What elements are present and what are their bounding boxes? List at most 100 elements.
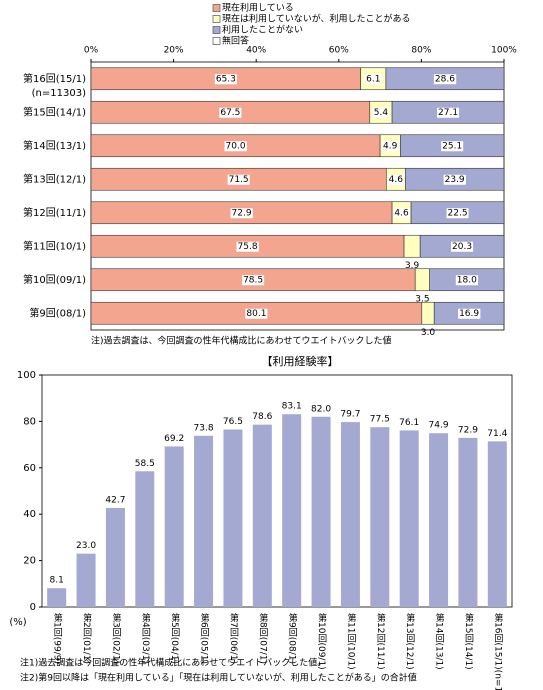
value-label: 82.0 — [311, 404, 331, 414]
legend-swatch — [212, 26, 221, 34]
y-tick-label: 第10回(09/1) — [23, 273, 86, 286]
bar — [252, 424, 272, 607]
value-label: 5.4 — [374, 108, 389, 118]
legend-label: 無回答 — [222, 35, 249, 47]
x-tick-label: 第7回(06/1) — [228, 612, 239, 664]
bar-segment — [421, 301, 435, 325]
label-bg — [219, 107, 242, 118]
label-bg — [230, 208, 253, 219]
note: 注)過去調査は、今回調査の性年代構成比にあわせてウエイトバックした値 — [91, 335, 392, 347]
bar — [76, 553, 96, 607]
y-tick-label: 80 — [23, 416, 36, 427]
value-label: 23.9 — [445, 175, 465, 185]
value-label: 70.0 — [226, 141, 246, 151]
value-label: 27.1 — [438, 108, 458, 118]
y-tick-label: 第13回(12/1) — [23, 172, 86, 185]
x-tick-label: 第13回(12/1) — [404, 612, 415, 670]
value-label: 65.3 — [216, 74, 236, 84]
label-bg — [443, 174, 466, 185]
y-tick-label: 第11回(10/1) — [23, 239, 86, 252]
x-tick-label: 第8回(07/1) — [257, 612, 268, 664]
bar-segment — [403, 234, 421, 258]
legend-label: 現在は利用していないが、利用したことがある — [222, 13, 411, 25]
bar — [223, 429, 243, 607]
y-tick-label: 第15回(14/1) — [23, 105, 86, 118]
value-label: 8.1 — [50, 576, 64, 586]
bar — [105, 507, 125, 607]
bar — [282, 414, 302, 607]
plot-frame — [90, 61, 505, 331]
bar — [135, 471, 155, 607]
label-bg — [382, 141, 399, 152]
legend-label: 利用したことがない — [222, 24, 303, 36]
x-tick-label: 第1回(99/9) — [52, 612, 63, 664]
value-label: 72.9 — [232, 208, 252, 218]
value-label: 58.5 — [135, 459, 155, 469]
label-bg — [372, 107, 390, 118]
value-label: 3.5 — [415, 294, 429, 304]
y-tick-label: 0 — [30, 602, 36, 613]
value-label: 18.0 — [457, 275, 477, 285]
value-label: 71.4 — [487, 429, 507, 439]
y-tick-label: 40 — [23, 509, 36, 520]
bar — [47, 588, 67, 607]
bar — [487, 441, 507, 607]
x-tick-label: 第10回(09/1) — [316, 612, 327, 670]
plot-frame — [41, 374, 513, 608]
bar-segment — [414, 268, 430, 292]
value-label: 4.6 — [394, 208, 409, 218]
legend-label: 現在利用している — [222, 2, 294, 14]
label-bg — [451, 241, 474, 252]
x-tick-label: 100% — [491, 46, 517, 56]
value-label: 42.7 — [105, 495, 125, 505]
label-bg — [245, 308, 268, 319]
value-label: 3.0 — [421, 328, 436, 338]
value-label: 76.1 — [399, 418, 419, 428]
value-label: 3.9 — [405, 261, 420, 271]
x-tick-label: 第16回(15/1)(n=11303) — [492, 612, 503, 690]
value-label: 75.8 — [238, 242, 258, 252]
value-label: 77.5 — [370, 415, 390, 425]
legend-swatch — [212, 15, 221, 23]
x-tick-label: 第15回(14/1) — [463, 612, 474, 670]
value-label: 80.1 — [246, 309, 266, 319]
value-label: 16.9 — [459, 309, 479, 319]
value-label: 4.6 — [389, 175, 404, 185]
label-bg — [236, 241, 259, 252]
label-bg — [441, 141, 464, 152]
value-label: 28.6 — [435, 74, 455, 84]
value-label: 6.1 — [366, 74, 380, 84]
value-label: 76.5 — [223, 417, 243, 427]
value-label: 72.9 — [458, 425, 478, 435]
bar — [164, 446, 184, 607]
bar — [429, 433, 449, 607]
value-label: 22.5 — [448, 208, 468, 218]
y-axis-label: (%) — [9, 617, 26, 628]
value-label: 78.6 — [252, 412, 272, 422]
note: 注2)第9回以降は「現在利用している」「現在は利用していないが、利用したことがあ… — [20, 672, 417, 684]
bar — [399, 430, 419, 607]
label-bg — [446, 208, 469, 219]
x-tick-label: 80% — [411, 46, 431, 56]
bar — [370, 427, 390, 607]
legend-swatch — [212, 37, 221, 45]
value-label: 71.5 — [229, 175, 249, 185]
x-tick-label: 0% — [84, 46, 99, 56]
label-bg — [458, 308, 481, 319]
x-tick-label: 60% — [329, 46, 349, 56]
label-bg — [387, 174, 405, 185]
value-label: 20.3 — [452, 242, 472, 252]
bar — [458, 437, 478, 607]
label-bg — [224, 141, 247, 152]
label-bg — [227, 174, 250, 185]
value-label: 83.1 — [282, 402, 302, 412]
x-tick-label: 第11回(10/1) — [345, 612, 356, 670]
label-bg — [214, 74, 237, 85]
label-bg — [433, 74, 457, 85]
x-tick-label: 第9回(08/1) — [287, 612, 298, 664]
bar — [340, 422, 360, 607]
x-tick-label: 第6回(05/1) — [199, 612, 210, 664]
value-label: 4.9 — [383, 141, 398, 151]
label-bg — [242, 275, 265, 286]
